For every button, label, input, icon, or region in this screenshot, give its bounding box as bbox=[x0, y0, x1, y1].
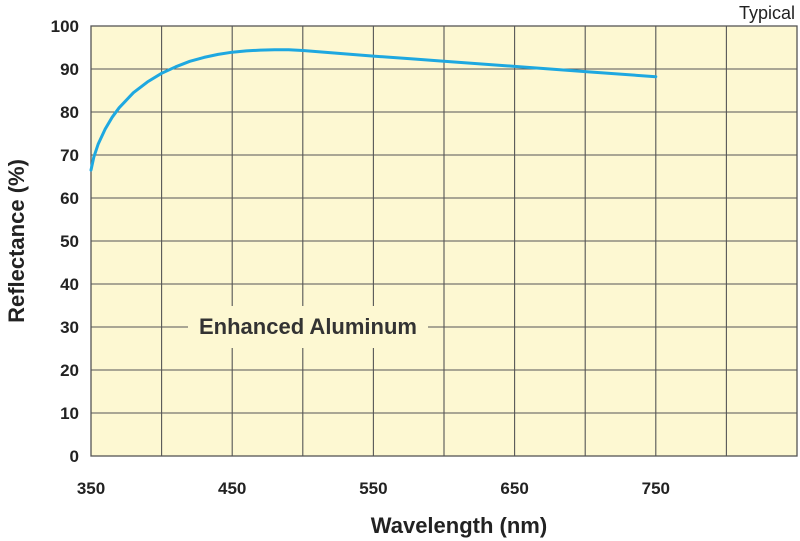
y-tick-label: 50 bbox=[60, 232, 79, 251]
series-label-background bbox=[188, 306, 428, 348]
y-tick-label: 70 bbox=[60, 146, 79, 165]
x-tick-label: 450 bbox=[218, 479, 246, 498]
y-tick-label: 60 bbox=[60, 189, 79, 208]
y-tick-labels: 0 10 20 30 40 50 60 70 80 90 100 bbox=[51, 17, 79, 466]
y-tick-label: 80 bbox=[60, 103, 79, 122]
y-tick-label: 0 bbox=[70, 447, 79, 466]
y-tick-label: 40 bbox=[60, 275, 79, 294]
y-tick-label: 10 bbox=[60, 404, 79, 423]
y-tick-label: 100 bbox=[51, 17, 79, 36]
grid-lines bbox=[91, 26, 797, 456]
chart-note: Typical bbox=[739, 3, 795, 23]
x-tick-label: 750 bbox=[642, 479, 670, 498]
x-tick-labels: 350 450 550 650 750 bbox=[77, 479, 670, 498]
x-tick-label: 350 bbox=[77, 479, 105, 498]
series-label: Enhanced Aluminum bbox=[199, 314, 417, 339]
series-line bbox=[89, 48, 658, 172]
y-tick-label: 20 bbox=[60, 361, 79, 380]
y-tick-label: 30 bbox=[60, 318, 79, 337]
series-layer: Enhanced Aluminum bbox=[89, 48, 658, 348]
x-tick-label: 550 bbox=[359, 479, 387, 498]
x-axis-title: Wavelength (nm) bbox=[371, 513, 547, 538]
y-axis-title: Reflectance (%) bbox=[4, 159, 29, 323]
y-tick-label: 90 bbox=[60, 60, 79, 79]
x-tick-label: 650 bbox=[500, 479, 528, 498]
